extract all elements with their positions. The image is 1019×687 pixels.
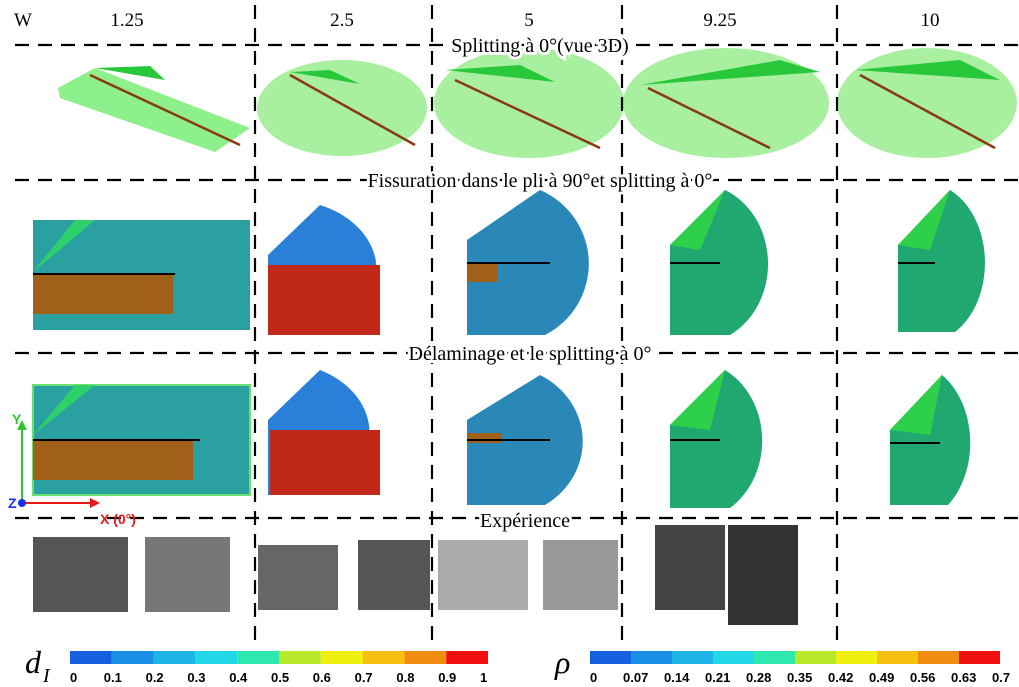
colorbar-tick-label: 0.3	[187, 670, 205, 685]
colorbar-tick-label: 0.56	[910, 670, 935, 685]
colorbar-segment	[320, 651, 363, 664]
colorbar-segment	[959, 651, 1000, 664]
axes-icon: Y Z X (0°)	[8, 411, 136, 527]
colorbar-segment	[70, 651, 112, 664]
row-label: Fissuration dans le pli à 90°et splittin…	[368, 170, 713, 192]
colorbar-segment	[877, 651, 918, 664]
colorbar-tick-label: 0.2	[146, 670, 164, 685]
colorbar-tick-label: 0.21	[705, 670, 730, 685]
axis-label: Z	[8, 495, 17, 511]
colorbar-segment	[836, 651, 877, 664]
colorbar-segment	[631, 651, 672, 664]
colorbar-tick-label: 1	[480, 670, 487, 685]
simulations	[32, 48, 1017, 625]
column-header: 1.25	[110, 10, 143, 31]
colorbar-segment	[713, 651, 754, 664]
column-header: 9.25	[703, 10, 736, 31]
colorbars: 0 0.1 0.2 0.3 0.4 0.5 0.6 0.7 0.8 0.9 1 d I 0 0.07 0.14…	[25, 644, 1010, 687]
colorbar-subscript: I	[42, 665, 51, 687]
colorbar-symbol: d	[25, 644, 42, 680]
colorbar-tick-label: 0.14	[664, 670, 690, 685]
colorbar-tick-label: 0.8	[396, 670, 414, 685]
colorbar-symbol: ρ	[554, 644, 570, 680]
colorbar-segment	[446, 651, 488, 664]
row-label: Splitting à 0°(vue 3D)	[451, 35, 628, 57]
colorbar-tick-label: 0	[590, 670, 597, 685]
colorbar-tick-label: 0.42	[828, 670, 853, 685]
colorbar-tick-label: 0.1	[104, 670, 122, 685]
colorbar-tick-label: 0.4	[229, 670, 248, 685]
colorbar-tick-label: 0.7	[992, 670, 1010, 685]
colorbar-segment	[362, 651, 405, 664]
colorbar-tick-label: 0.63	[951, 670, 976, 685]
colorbar-tick-label: 0.49	[869, 670, 894, 685]
column-header: 5	[524, 10, 534, 31]
grid	[15, 5, 1019, 645]
colorbar-segment	[237, 651, 279, 664]
column-header: 2.5	[330, 10, 354, 31]
colorbar-segment	[590, 651, 631, 664]
axis-label: Y	[12, 411, 22, 427]
colorbar-tick-label: 0.9	[438, 670, 456, 685]
row-label: Délaminage et le splitting à 0°	[409, 343, 652, 365]
colorbar-tick-label: 0.07	[623, 670, 648, 685]
colorbar-tick-label: 0.6	[313, 670, 331, 685]
colorbar-tick-label: 0.7	[355, 670, 373, 685]
colorbar-tick-label: 0	[70, 670, 77, 685]
axis-label: X (0°)	[100, 511, 136, 527]
colorbar-tick-label: 0.28	[746, 670, 771, 685]
colorbar-segment	[404, 651, 447, 664]
colorbar-tick-label: 0.5	[271, 670, 289, 685]
colorbar-tick-label: 0.35	[787, 670, 812, 685]
colorbar-segment	[672, 651, 713, 664]
colorbar-segment	[279, 651, 321, 664]
colorbar-segment	[795, 651, 836, 664]
w-label: W	[14, 10, 32, 31]
colorbar-segment	[111, 651, 154, 664]
colorbar-segment	[195, 651, 238, 664]
column-header: 10	[921, 10, 940, 31]
row-label: Expérience	[480, 510, 570, 532]
colorbar-segment	[754, 651, 795, 664]
colorbar-segment	[918, 651, 959, 664]
colorbar-segment	[153, 651, 196, 664]
